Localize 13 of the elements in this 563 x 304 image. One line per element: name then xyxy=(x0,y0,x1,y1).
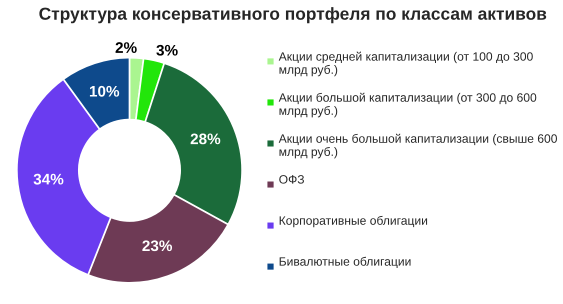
legend-label: ОФЗ xyxy=(279,175,304,184)
legend-label: Корпоративные облигации xyxy=(280,216,428,228)
legend-label: Акции средней капитализации (от 100 до 300 млрд руб.) xyxy=(278,52,533,76)
legend-label: Акции очень большой капитализации (свыше 600 млрд руб.) xyxy=(278,134,557,158)
data-label: 3% xyxy=(156,44,178,56)
chart-title: Структура консервативного портфеля по классам активов xyxy=(39,7,546,24)
legend-label: Бивалютные облигации xyxy=(280,256,411,268)
data-label: 28% xyxy=(190,133,220,144)
legend-label: Акции большой капитализации (от 300 до 600 млрд руб.) xyxy=(278,92,536,118)
data-label: 23% xyxy=(142,240,172,252)
data-label: 2% xyxy=(116,42,137,53)
data-label: 34% xyxy=(34,174,64,185)
data-label: 10% xyxy=(90,86,120,97)
